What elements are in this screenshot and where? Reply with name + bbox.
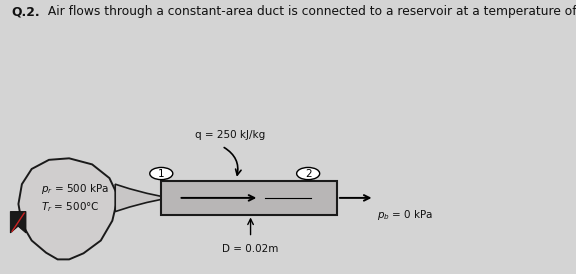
Circle shape	[150, 167, 173, 180]
Text: $p_r$ = 500 kPa: $p_r$ = 500 kPa	[41, 182, 109, 196]
Polygon shape	[10, 212, 26, 233]
FancyArrowPatch shape	[224, 147, 241, 175]
Bar	[161, 181, 337, 215]
Text: Q.2.: Q.2.	[12, 5, 40, 18]
Text: Air flows through a constant-area duct is connected to a reservoir at a temperat: Air flows through a constant-area duct i…	[44, 5, 576, 18]
Text: 1: 1	[158, 169, 165, 179]
Text: $T_r$ = 500°C: $T_r$ = 500°C	[41, 200, 100, 214]
Text: D = 0.02m: D = 0.02m	[222, 244, 279, 253]
Text: $p_b$ = 0 kPa: $p_b$ = 0 kPa	[377, 208, 434, 222]
Circle shape	[297, 167, 320, 180]
Text: q = 250 kJ/kg: q = 250 kJ/kg	[195, 130, 266, 140]
Polygon shape	[18, 158, 118, 259]
Text: 2: 2	[305, 169, 312, 179]
Polygon shape	[115, 184, 161, 212]
